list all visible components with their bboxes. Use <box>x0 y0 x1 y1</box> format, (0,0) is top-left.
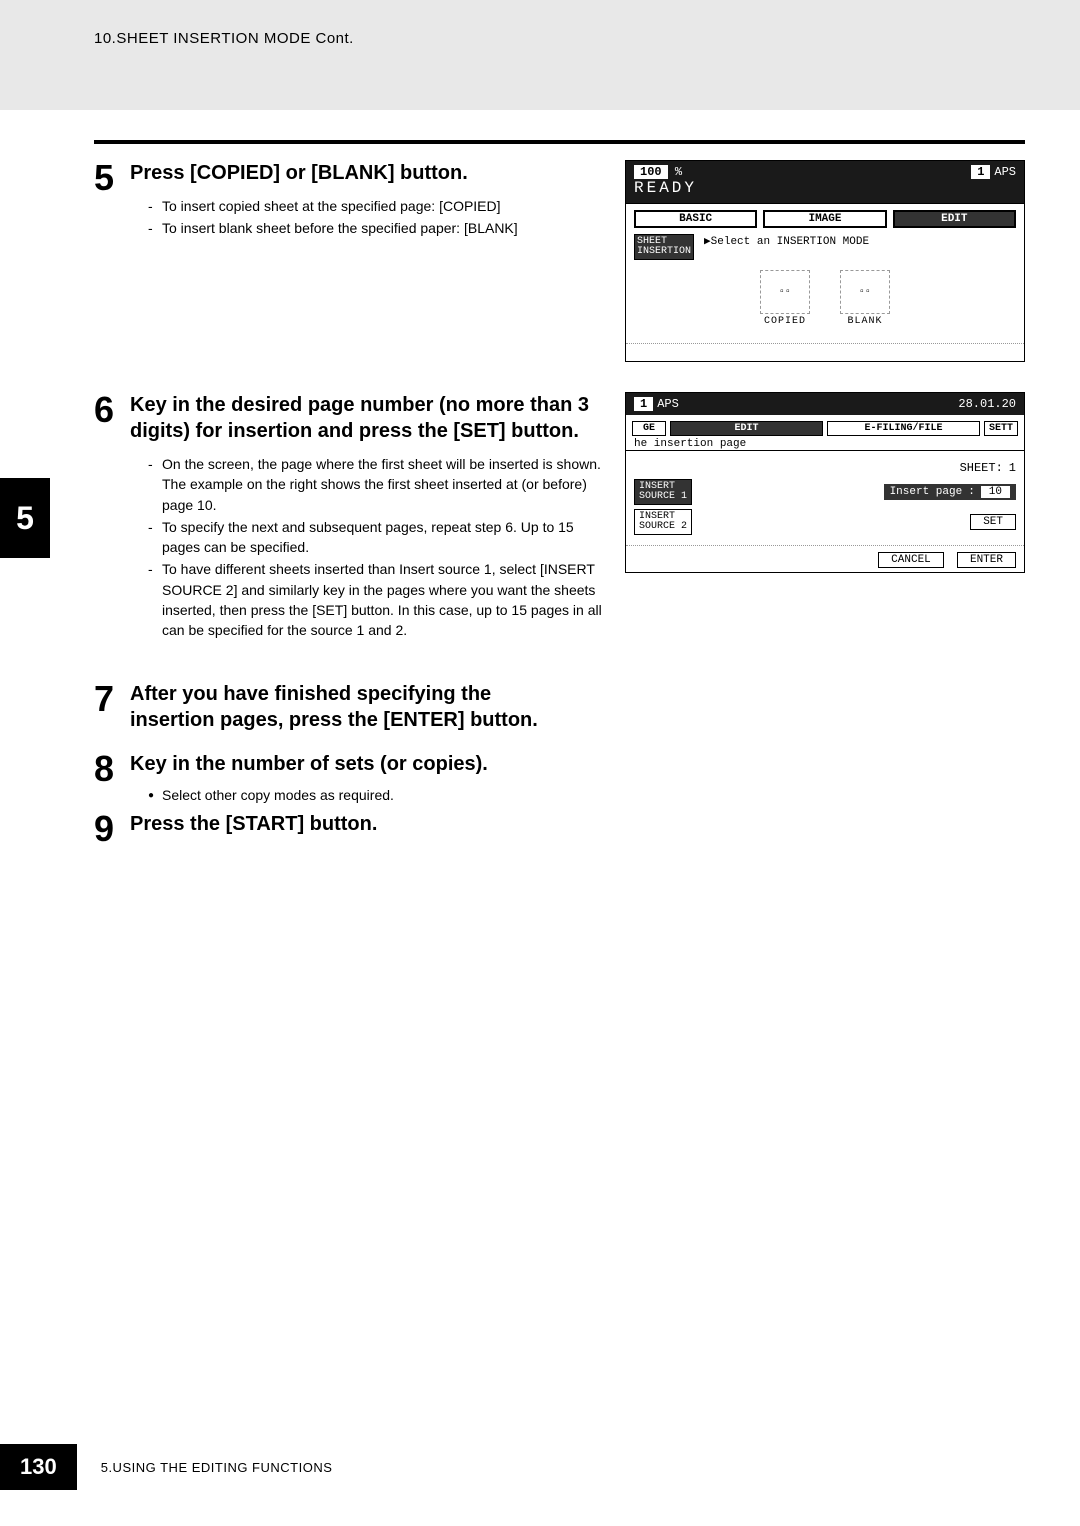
page-content: 5 Press [COPIED] or [BLANK] button. To i… <box>94 160 1025 855</box>
page-footer: 130 5.USING THE EDITING FUNCTIONS <box>0 1444 332 1490</box>
aps-label: APS <box>657 397 679 411</box>
aps-label: APS <box>994 165 1016 179</box>
mode-label: SHEET INSERTION <box>634 234 694 260</box>
step-number: 8 <box>94 751 122 787</box>
header-breadcrumb: 10.SHEET INSERTION MODE Cont. <box>0 0 1080 110</box>
tab-basic[interactable]: BASIC <box>634 210 757 228</box>
tab-image[interactable]: IMAGE <box>763 210 886 228</box>
divider <box>94 140 1025 144</box>
copied-label: COPIED <box>760 316 810 327</box>
step-bullet: To specify the next and subsequent pages… <box>148 517 605 558</box>
ready-status: READY <box>634 179 1016 197</box>
device-screenshot-2: 1 APS 28.01.20 GE EDIT E-FILING/FILE SETT… <box>625 392 1025 573</box>
insert-source-2-button[interactable]: INSERT SOURCE 2 <box>634 509 692 535</box>
blank-label: BLANK <box>840 316 890 327</box>
tab-ge[interactable]: GE <box>632 421 666 436</box>
step-title: Key in the number of sets (or copies). <box>130 751 614 777</box>
percent-symbol: % <box>675 165 682 179</box>
step-title: Press the [START] button. <box>130 811 1025 837</box>
zoom-percent: 100 <box>634 165 668 179</box>
insert-page-label: Insert page <box>890 486 963 498</box>
step-number: 9 <box>94 811 122 847</box>
step-number: 7 <box>94 681 122 717</box>
step-number: 5 <box>94 160 122 196</box>
page-number: 130 <box>0 1444 77 1490</box>
sheet-value: 1 <box>1009 461 1016 475</box>
tab-edit[interactable]: EDIT <box>893 210 1016 228</box>
copied-icon[interactable]: ▫▫ <box>760 270 810 314</box>
step-9: 9 Press the [START] button. <box>94 811 1025 847</box>
step-6: 6 Key in the desired page number (no mor… <box>94 392 605 643</box>
date-text: 28.01.20 <box>958 397 1016 411</box>
cancel-button[interactable]: CANCEL <box>878 552 944 568</box>
aps-count: 1 <box>971 165 990 179</box>
colon: : <box>968 486 975 498</box>
blank-icon[interactable]: ▫▫ <box>840 270 890 314</box>
step-8: 8 Key in the number of sets (or copies).… <box>94 751 614 803</box>
step-bullet: To have different sheets inserted than I… <box>148 559 605 640</box>
step-bullet: On the screen, the page where the first … <box>148 454 605 515</box>
tab-edit[interactable]: EDIT <box>670 421 823 436</box>
step-title: After you have finished specifying the i… <box>130 681 574 733</box>
step-title: Key in the desired page number (no more … <box>130 392 605 444</box>
device-screenshot-1: 100 % 1 APS READY BASIC IMAGE EDIT SHEET … <box>625 160 1025 362</box>
insert-page-value: 10 <box>981 486 1010 498</box>
step-note: Select other copy modes as required. <box>148 787 614 803</box>
step-number: 6 <box>94 392 122 428</box>
step-5: 5 Press [COPIED] or [BLANK] button. To i… <box>94 160 605 241</box>
sub-prompt: he insertion page <box>626 438 1024 451</box>
footer-chapter: 5.USING THE EDITING FUNCTIONS <box>101 1460 333 1475</box>
prompt-text: ▶Select an INSERTION MODE <box>704 234 869 248</box>
aps-count: 1 <box>634 397 653 411</box>
enter-button[interactable]: ENTER <box>957 552 1016 568</box>
step-bullet: To insert blank sheet before the specifi… <box>148 218 605 238</box>
set-button[interactable]: SET <box>970 514 1016 530</box>
tab-sett[interactable]: SETT <box>984 421 1018 436</box>
step-title: Press [COPIED] or [BLANK] button. <box>130 160 605 186</box>
insert-source-1-button[interactable]: INSERT SOURCE 1 <box>634 479 692 505</box>
sheet-label: SHEET: <box>960 461 1003 475</box>
step-bullet: To insert copied sheet at the specified … <box>148 196 605 216</box>
tab-efiling[interactable]: E-FILING/FILE <box>827 421 980 436</box>
chapter-tab: 5 <box>0 478 50 558</box>
step-7: 7 After you have finished specifying the… <box>94 681 574 743</box>
